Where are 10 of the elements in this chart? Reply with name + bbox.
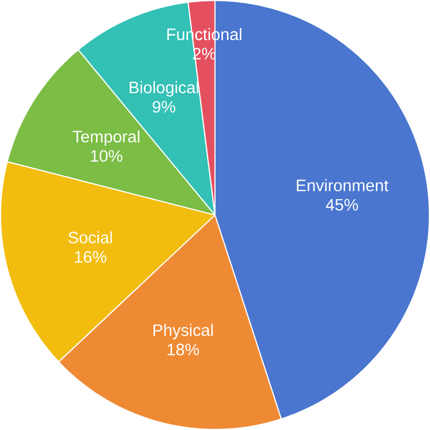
data-label: 45% (326, 198, 358, 211)
data-label: 9% (152, 100, 176, 113)
slice-label: Temporal (72, 130, 140, 146)
slice-label: Biological (130, 81, 198, 97)
slice-label: Environment (296, 179, 388, 192)
data-label: 10% (91, 150, 122, 162)
slice-label: Social (68, 231, 112, 244)
data-label: 16% (75, 251, 106, 263)
data-label: 18% (168, 344, 199, 356)
slice-label: Physical (154, 324, 213, 340)
